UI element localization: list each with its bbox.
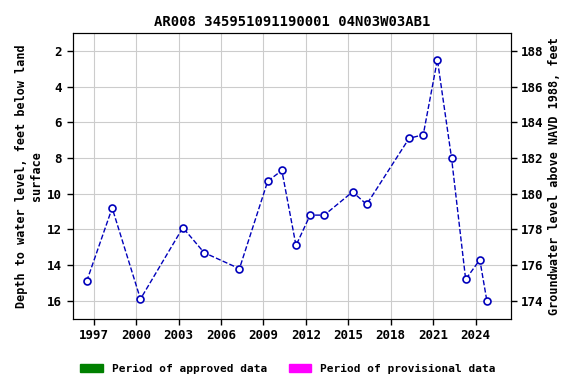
- Y-axis label: Groundwater level above NAVD 1988, feet: Groundwater level above NAVD 1988, feet: [548, 37, 561, 315]
- Title: AR008 345951091190001 04N03W03AB1: AR008 345951091190001 04N03W03AB1: [154, 15, 430, 29]
- Y-axis label: Depth to water level, feet below land
surface: Depth to water level, feet below land su…: [15, 44, 43, 308]
- Legend: Period of approved data, Period of provisional data: Period of approved data, Period of provi…: [76, 359, 500, 379]
